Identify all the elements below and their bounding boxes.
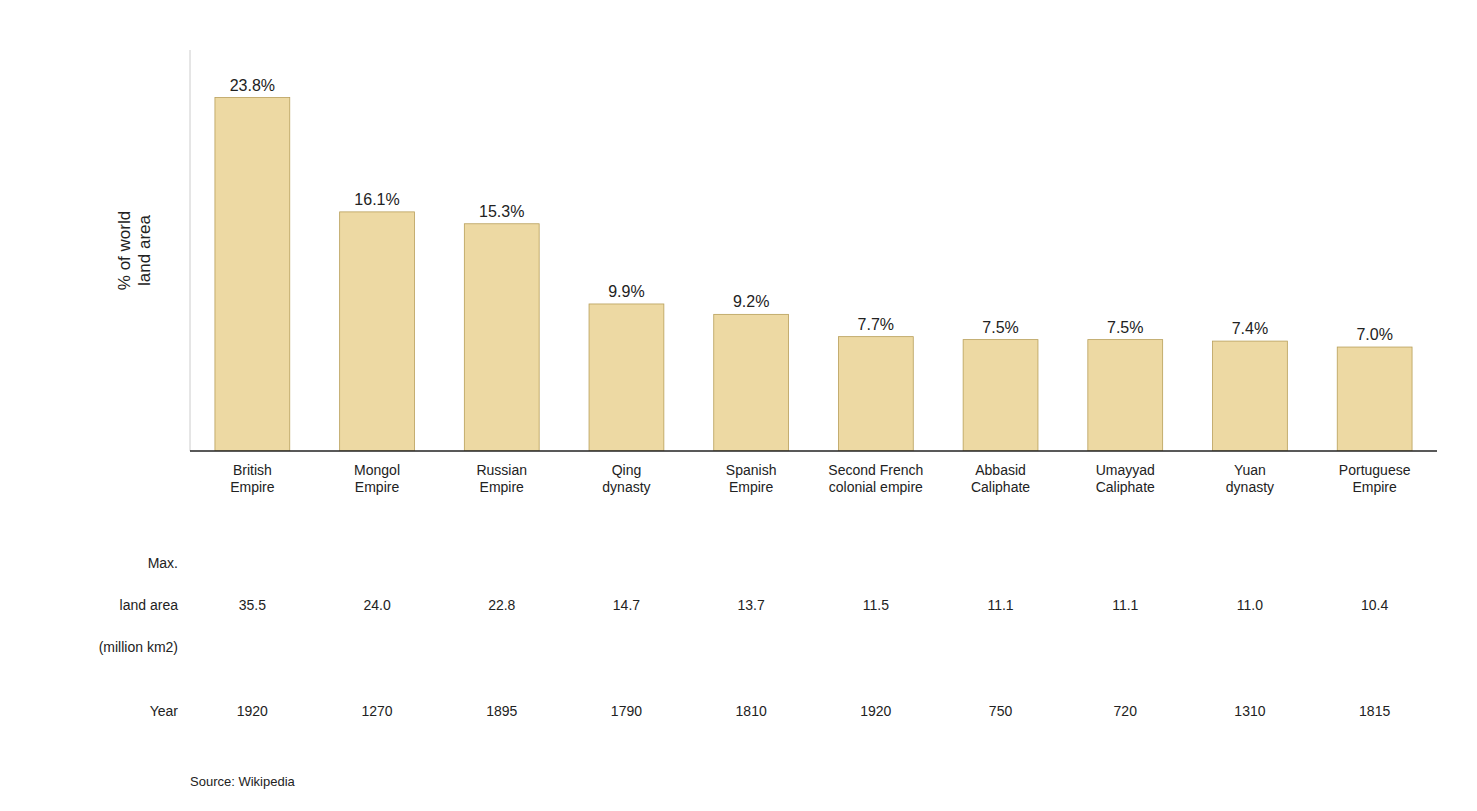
x-tick-label: SpanishEmpire: [726, 462, 777, 495]
year-value: 1815: [1359, 703, 1390, 719]
x-tick-label: PortugueseEmpire: [1339, 462, 1411, 495]
year-value: 1270: [361, 703, 392, 719]
text-line: Abbasid: [975, 462, 1026, 478]
text-line: dynasty: [602, 479, 650, 495]
land-area-value: 11.5: [863, 597, 889, 613]
y-axis-label: % of worldland area: [115, 211, 154, 290]
year-label: Year: [150, 703, 179, 719]
text-line: British: [233, 462, 272, 478]
text-line: Empire: [480, 479, 525, 495]
bar: [1337, 347, 1412, 451]
land-area-value: 10.4: [1361, 597, 1388, 613]
x-tick-label: UmayyadCaliphate: [1096, 462, 1155, 495]
text-line: dynasty: [1226, 479, 1274, 495]
x-tick-label: Second Frenchcolonial empire: [828, 462, 923, 495]
data-label: 7.4%: [1232, 320, 1268, 337]
year-value: 1790: [611, 703, 642, 719]
text-line: Empire: [230, 479, 275, 495]
year-value: 1310: [1234, 703, 1265, 719]
land-area-value: 11.0: [1237, 597, 1263, 613]
data-label: 7.5%: [1107, 319, 1143, 336]
x-tick-label: Yuandynasty: [1226, 462, 1274, 495]
land-area-value: 11.1: [1112, 597, 1138, 613]
year-value: 1810: [736, 703, 767, 719]
x-tick-label: MongolEmpire: [354, 462, 400, 495]
data-label: 7.5%: [982, 319, 1018, 336]
year-value: 1920: [860, 703, 891, 719]
data-label: 15.3%: [479, 203, 524, 220]
bar: [963, 340, 1038, 451]
text-line: Empire: [355, 479, 400, 495]
bar: [714, 314, 789, 451]
x-tick-label: RussianEmpire: [476, 462, 527, 495]
data-label: 9.2%: [733, 293, 769, 310]
bar: [838, 337, 913, 451]
y-axis-line: [190, 50, 191, 451]
year-value: 720: [1114, 703, 1138, 719]
text-line: Empire: [1352, 479, 1397, 495]
bar: [589, 304, 664, 451]
text-line: Caliphate: [1096, 479, 1155, 495]
x-tick-label: BritishEmpire: [230, 462, 275, 495]
data-label: 16.1%: [354, 191, 399, 208]
bar: [1213, 341, 1288, 451]
text-line: Spanish: [726, 462, 777, 478]
land-area-value: 14.7: [613, 597, 640, 613]
text-line: Mongol: [354, 462, 400, 478]
land-area-label: Max. land area (million km2): [99, 555, 179, 655]
text-line: Caliphate: [971, 479, 1030, 495]
text-line: Max.: [148, 555, 178, 571]
land-area-value: 35.5: [239, 597, 266, 613]
year-value: 1895: [486, 703, 517, 719]
x-axis-line: [190, 450, 1437, 452]
data-label: 23.8%: [230, 77, 275, 94]
year-value: 750: [989, 703, 1013, 719]
bar: [340, 212, 415, 451]
data-label: 7.7%: [858, 316, 894, 333]
bar: [215, 98, 290, 451]
land-area-value: 11.1: [987, 597, 1013, 613]
chart-svg: 23.8% 16.1% 15.3% 9.9% 9.2% 7.7% 7.5% 7.5% 7.4% 7…: [0, 0, 1477, 811]
text-line: Umayyad: [1096, 462, 1155, 478]
text-line: (million km2): [99, 639, 178, 655]
text-line: land area: [135, 215, 154, 286]
text-line: Portuguese: [1339, 462, 1411, 478]
source-note: Source: Wikipedia: [190, 774, 296, 789]
land-area-value: 24.0: [363, 597, 390, 613]
x-tick-label: Qingdynasty: [602, 462, 650, 495]
text-line: Empire: [729, 479, 774, 495]
bars: [215, 98, 1412, 451]
chart-container: 23.8% 16.1% 15.3% 9.9% 9.2% 7.7% 7.5% 7.5% 7.4% 7…: [0, 0, 1477, 811]
text-line: % of world: [115, 211, 134, 290]
text-line: Russian: [476, 462, 527, 478]
text-line: land area: [120, 597, 179, 613]
land-area-value: 13.7: [738, 597, 765, 613]
text-line: Qing: [612, 462, 642, 478]
data-label: 9.9%: [608, 283, 644, 300]
data-label: 7.0%: [1356, 326, 1392, 343]
text-line: Yuan: [1234, 462, 1266, 478]
bar: [464, 224, 539, 451]
text-line: colonial empire: [829, 479, 923, 495]
bar: [1088, 340, 1163, 451]
text-line: Second French: [828, 462, 923, 478]
year-value: 1920: [237, 703, 268, 719]
land-area-value: 22.8: [488, 597, 515, 613]
x-tick-label: AbbasidCaliphate: [971, 462, 1030, 495]
